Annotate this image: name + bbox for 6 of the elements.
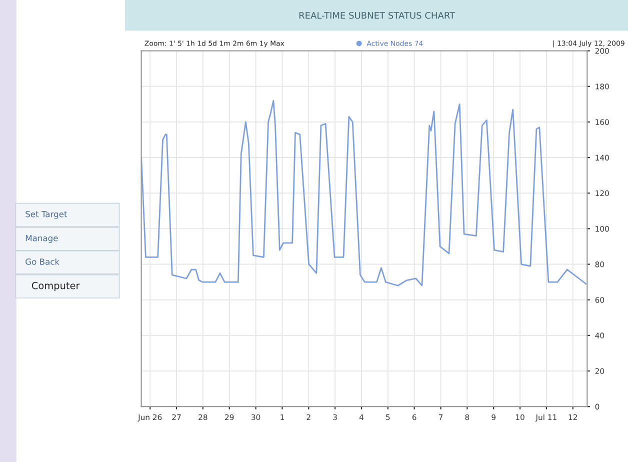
text: Set Target xyxy=(26,210,68,219)
line-series xyxy=(141,100,587,286)
text: Go Back xyxy=(26,258,60,265)
text: Computer xyxy=(32,282,80,292)
text: Manage xyxy=(26,235,58,243)
chart-title: REAL-TIME SUBNET STATUS CHART xyxy=(299,12,456,19)
